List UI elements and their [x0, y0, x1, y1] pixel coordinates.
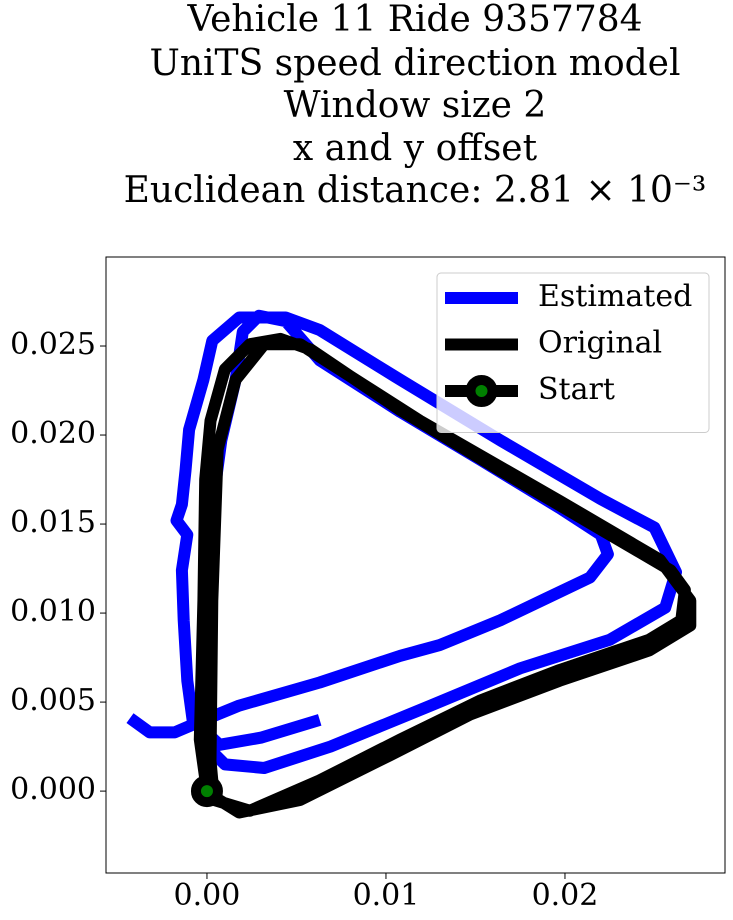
- start-marker: [190, 775, 223, 808]
- x-tick-label: 0.00: [174, 878, 241, 913]
- legend-marker: [465, 375, 498, 407]
- series-line: [193, 332, 697, 819]
- y-tick-label: 0.025: [10, 327, 96, 362]
- y-tick-label: 0.010: [10, 594, 96, 629]
- title-line: Window size 2: [284, 85, 547, 126]
- title-line: Vehicle 11 Ride 9357784: [186, 0, 642, 40]
- title-line: UniTS speed direction model: [150, 43, 681, 84]
- title: Vehicle 11 Ride 9357784 UniTS speed dire…: [124, 0, 707, 211]
- legend: Estimated Original Start: [436, 272, 710, 433]
- y-tick-label: 0.015: [10, 505, 96, 540]
- y-tick-label: 0.020: [10, 416, 96, 451]
- title-line: Euclidean distance: 2.81 × 10⁻³: [124, 170, 707, 211]
- series-line: [126, 309, 682, 774]
- legend-label: Estimated: [538, 279, 692, 314]
- y-tick-label: 0.005: [10, 683, 96, 718]
- title-line: x and y offset: [293, 128, 538, 169]
- x-tick-label: 0.02: [532, 878, 599, 913]
- x-tick-label: 0.01: [353, 878, 420, 913]
- plot-area: [126, 309, 697, 819]
- y-tick-label: 0.000: [10, 772, 96, 807]
- legend-label: Original: [538, 326, 662, 361]
- axes-frame: [105, 256, 726, 874]
- legend-label: Start: [538, 372, 615, 407]
